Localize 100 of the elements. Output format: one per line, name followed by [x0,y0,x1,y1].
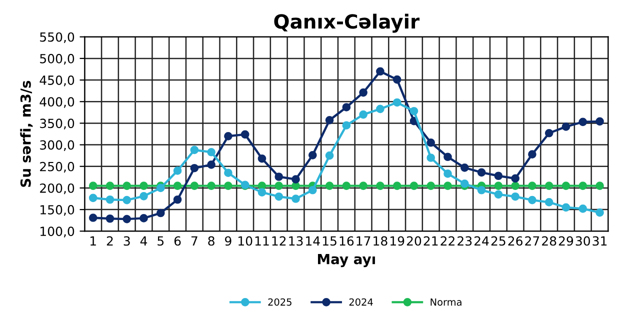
x-tick-label: 23 [458,236,472,246]
y-tick-label: 450,0 [40,76,74,86]
point [477,186,486,194]
point [88,182,98,190]
x-tick-label: 9 [225,236,232,246]
point [156,184,165,192]
point [426,138,436,147]
point [308,150,317,160]
x-tick-label: 12 [272,236,286,246]
point [392,98,402,107]
x-tick-label: 3 [124,236,130,246]
point [410,106,418,116]
x-tick-label: 17 [356,236,370,246]
point [359,110,368,119]
y-tick-label: 400,0 [40,97,74,108]
point [376,182,384,190]
point [274,172,284,181]
point [426,154,436,162]
point [444,182,452,190]
point [460,179,469,188]
y-tick-label: 500,0 [40,54,74,65]
x-tick-label: 21 [424,236,438,246]
point [494,182,503,190]
point [140,182,148,190]
point [596,182,604,190]
x-tick-label: 11 [255,236,269,246]
point [258,154,266,163]
x-tick-label: 25 [491,236,506,246]
x-tick-label: 4 [140,236,148,246]
x-tick-label: 1 [90,236,96,246]
point [578,204,588,213]
point [207,148,216,156]
point [106,182,114,190]
point [207,160,216,169]
x-tick-label: 6 [174,236,181,246]
x-tick-label: 13 [289,236,303,246]
point [325,116,334,124]
point [578,118,588,126]
legend-label: Norma [430,298,462,306]
point [258,188,266,196]
point [376,104,384,114]
point [544,198,554,206]
x-tick-label: 15 [322,236,336,246]
point [544,182,554,190]
x-tick-label: 31 [592,236,607,246]
point [342,121,351,130]
y-tick-label: 250,0 [40,162,74,173]
point [392,182,402,190]
point [274,192,284,201]
point [173,166,182,175]
point [140,192,148,200]
y-tick-label: 350,0 [40,118,74,130]
point [528,150,536,158]
y-tick-label: 200,0 [40,183,74,194]
legend-label: 2024 [349,298,373,306]
point [190,164,199,172]
point [88,214,98,222]
point [292,194,300,203]
point [477,168,486,177]
x-tick-label: 27 [525,236,540,246]
point [106,214,114,223]
point [190,146,199,154]
point [308,186,317,194]
x-tick-label: 10 [238,236,252,246]
y-tick-label: 150,0 [40,205,74,216]
point [494,190,503,199]
point [240,130,250,139]
x-tick-label: 26 [508,236,522,246]
x-tick-label: 24 [474,236,489,246]
point [376,67,384,76]
point [224,168,232,178]
point [173,182,182,190]
point [596,117,604,126]
point [88,194,98,202]
x-tick-label: 14 [306,236,320,246]
point [156,208,165,218]
point [544,128,554,138]
point [562,182,570,190]
point [359,182,368,190]
x-tick-label: 20 [406,236,422,246]
point [342,182,351,190]
point [562,122,570,131]
point [359,88,368,97]
x-tick-label: 19 [390,236,404,246]
point [528,182,536,190]
point [578,182,588,190]
point [106,195,114,204]
point [392,75,402,84]
point [140,214,148,222]
x-tick-label: 29 [558,236,574,246]
x-tick-label: 5 [158,236,164,246]
legend-label: 2025 [268,298,292,306]
point [460,164,469,172]
point [224,182,232,190]
point [511,182,520,190]
x-tick-label: 16 [340,236,354,246]
x-tick-label: 7 [191,236,198,246]
point [122,214,132,224]
point [325,182,334,190]
y-tick-label: 100,0 [40,226,74,238]
